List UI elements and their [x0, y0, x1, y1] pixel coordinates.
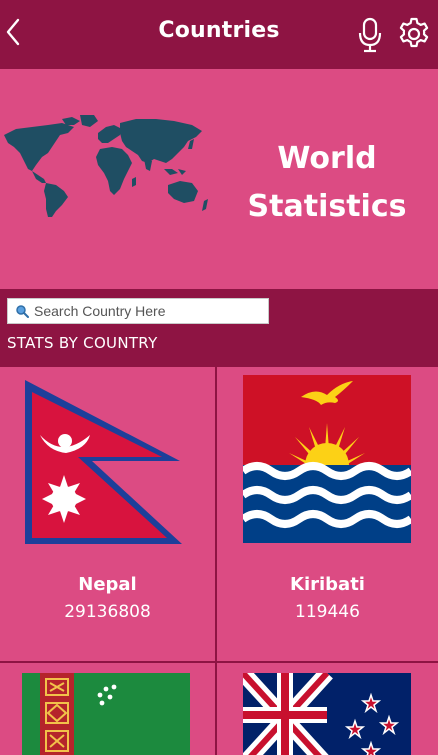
back-chevron-icon[interactable] — [2, 14, 28, 54]
search-input[interactable] — [34, 303, 254, 319]
gear-icon[interactable] — [396, 16, 432, 52]
search-bar[interactable] — [7, 298, 269, 324]
hero-banner: World Statistics — [0, 69, 438, 289]
country-population: 29136808 — [64, 602, 151, 622]
country-name: Nepal — [78, 574, 137, 595]
country-grid: Nepal 29136808 — [0, 365, 438, 755]
country-population: 119446 — [295, 602, 360, 622]
turkmenistan-flag-image — [22, 673, 190, 755]
world-map-image — [4, 115, 208, 217]
page-title: Countries — [158, 18, 280, 43]
nepal-flag-image — [25, 380, 182, 544]
microphone-icon[interactable] — [354, 17, 386, 53]
search-icon — [16, 305, 29, 318]
section-heading: STATS BY COUNTRY — [7, 334, 158, 352]
country-name: Kiribati — [290, 574, 365, 595]
kiribati-flag-image — [243, 375, 411, 543]
hero-title: World Statistics — [238, 135, 416, 231]
country-card-nepal[interactable]: Nepal 29136808 — [0, 367, 215, 661]
country-card-new-zealand[interactable] — [217, 663, 438, 755]
country-card-kiribati[interactable]: Kiribati 119446 — [217, 367, 438, 661]
hero-title-line-1: World — [277, 141, 377, 176]
country-card-turkmenistan[interactable] — [0, 663, 215, 755]
app-bar: Countries — [0, 0, 438, 69]
new-zealand-flag-image — [243, 673, 411, 755]
hero-title-line-2: Statistics — [247, 189, 407, 224]
